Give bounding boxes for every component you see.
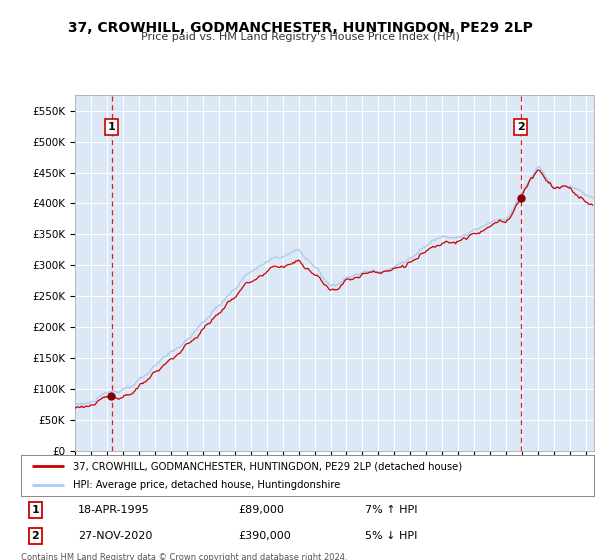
Text: Contains HM Land Registry data © Crown copyright and database right 2024.
This d: Contains HM Land Registry data © Crown c… <box>21 553 347 560</box>
Text: 2: 2 <box>517 122 524 132</box>
Text: 5% ↓ HPI: 5% ↓ HPI <box>365 531 417 541</box>
Text: 2: 2 <box>31 531 39 541</box>
Text: 37, CROWHILL, GODMANCHESTER, HUNTINGDON, PE29 2LP (detached house): 37, CROWHILL, GODMANCHESTER, HUNTINGDON,… <box>73 461 461 471</box>
Text: HPI: Average price, detached house, Huntingdonshire: HPI: Average price, detached house, Hunt… <box>73 480 340 489</box>
Text: 27-NOV-2020: 27-NOV-2020 <box>79 531 152 541</box>
Text: 1: 1 <box>31 505 39 515</box>
Text: 37, CROWHILL, GODMANCHESTER, HUNTINGDON, PE29 2LP: 37, CROWHILL, GODMANCHESTER, HUNTINGDON,… <box>68 21 532 35</box>
Text: £89,000: £89,000 <box>239 505 284 515</box>
Text: 7% ↑ HPI: 7% ↑ HPI <box>365 505 418 515</box>
Text: £390,000: £390,000 <box>239 531 292 541</box>
Text: 18-APR-1995: 18-APR-1995 <box>79 505 150 515</box>
Text: 1: 1 <box>107 122 115 132</box>
Text: Price paid vs. HM Land Registry's House Price Index (HPI): Price paid vs. HM Land Registry's House … <box>140 32 460 43</box>
